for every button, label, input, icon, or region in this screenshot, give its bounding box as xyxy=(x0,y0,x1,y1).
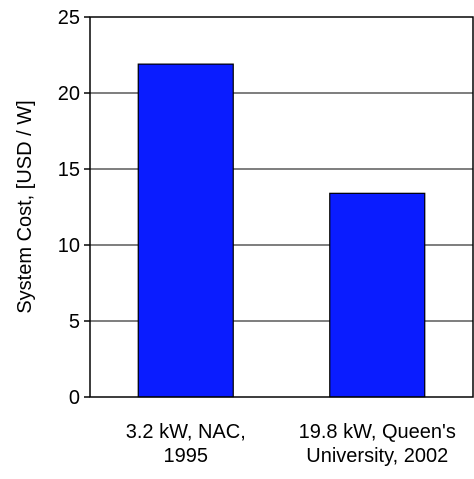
x-category-label: 19.8 kW, Queen's xyxy=(299,421,456,443)
plot-frame xyxy=(89,16,474,398)
y-tick-label: 10 xyxy=(58,235,80,257)
bar xyxy=(329,192,426,398)
y-tick-label: 0 xyxy=(69,387,80,409)
x-axis-categories: 3.2 kW, NAC,1995 19.8 kW, Queen'sUniversi… xyxy=(126,421,456,467)
bar xyxy=(137,63,234,398)
y-axis-label: System Cost, [USD / W] xyxy=(14,100,36,313)
y-tick-label: 5 xyxy=(69,311,80,333)
y-tick-label: 25 xyxy=(58,7,80,29)
y-tick-label: 20 xyxy=(58,83,80,105)
y-tick-label: 15 xyxy=(58,159,80,181)
x-category-label: 3.2 kW, NAC, xyxy=(126,421,246,443)
y-axis-ticks: 0 5 10 15 20 25 xyxy=(58,7,90,409)
x-category-label: 1995 xyxy=(164,445,209,467)
x-category-label: University, 2002 xyxy=(306,445,448,467)
bars xyxy=(137,63,426,398)
